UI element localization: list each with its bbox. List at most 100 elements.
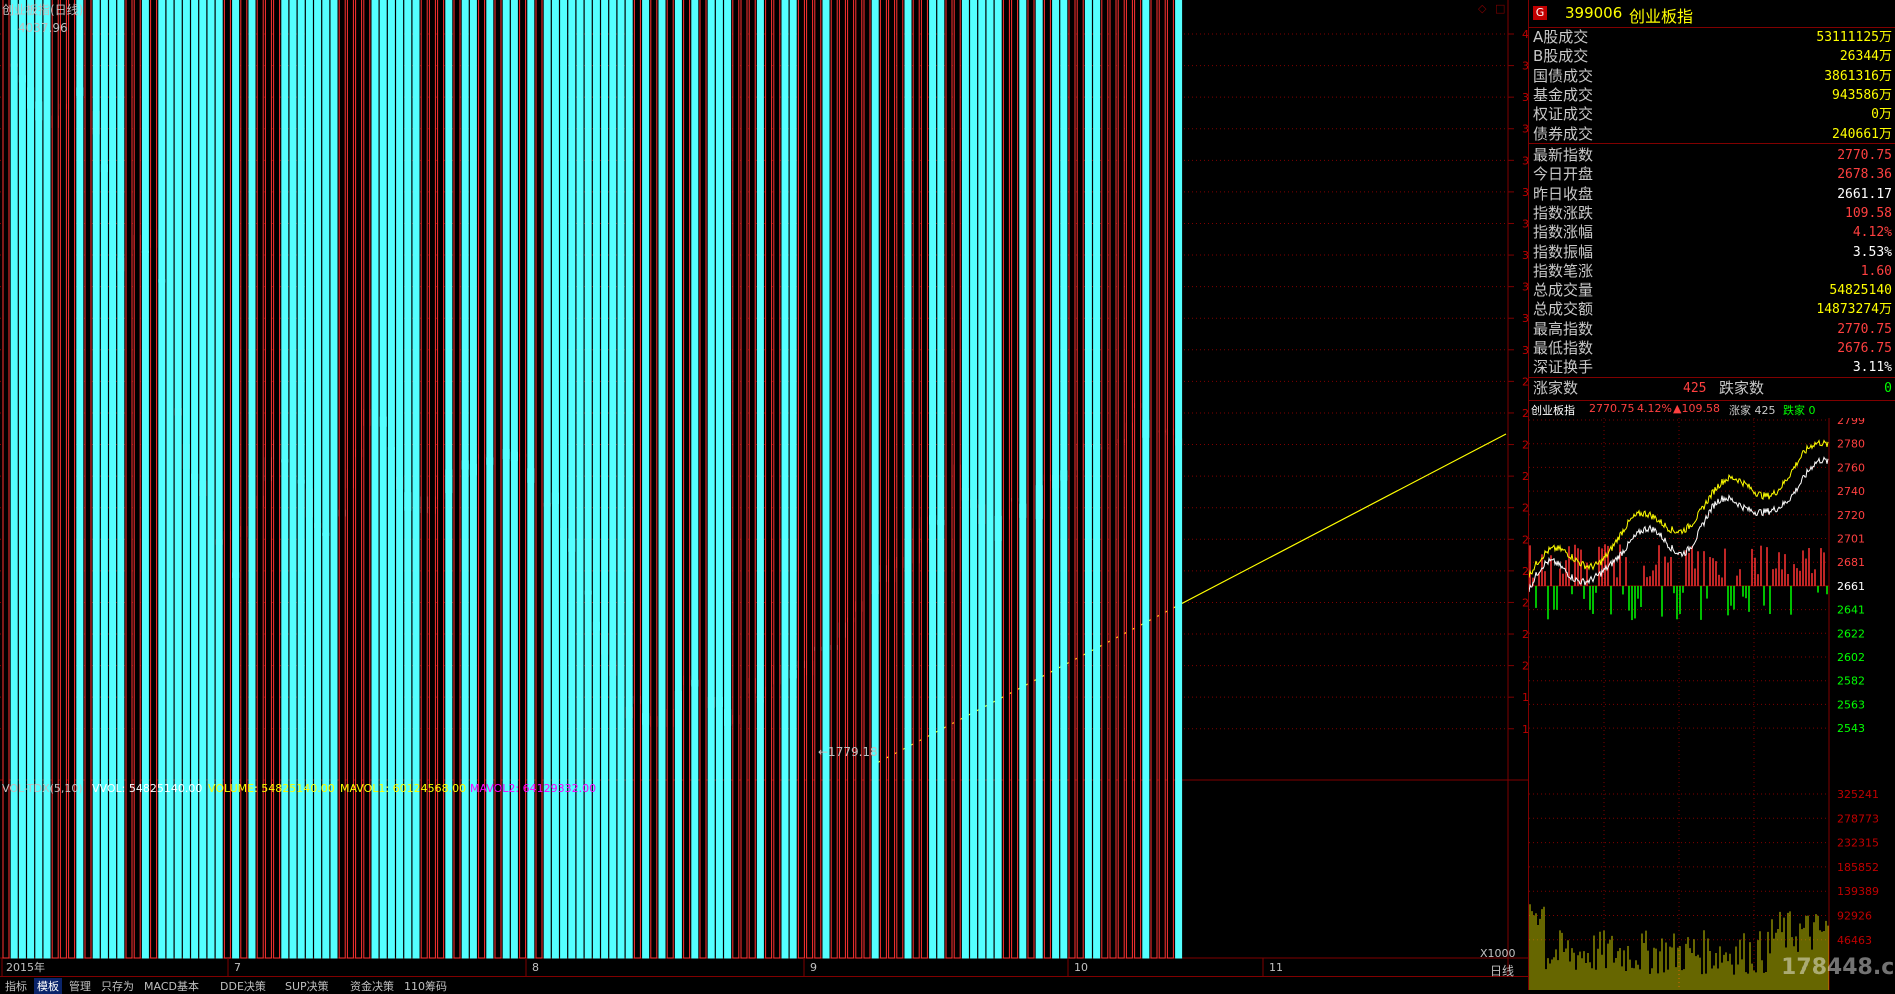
volume-bar [806, 0, 814, 959]
volume-bar [371, 0, 379, 959]
quote-panel: G 399006 创业板指 A股成交 53111125万 B股成交 26344万 国债成… [1528, 0, 1895, 990]
stat-value: 2678.36 [1837, 167, 1892, 183]
price-tick-label: 3800 [1522, 91, 1528, 104]
price-tick-label: 3900 [1522, 60, 1528, 73]
volume-bar [683, 0, 691, 959]
volume-bar [199, 0, 207, 959]
price-tick-label: 2100 [1522, 628, 1528, 641]
mini-price-label: 2661 [1837, 580, 1865, 593]
volume-bar [2, 0, 10, 959]
volume-bar [732, 0, 740, 959]
month-label: 7 [234, 961, 241, 974]
price-tick-label: 2000 [1522, 660, 1528, 673]
bottom-tab[interactable]: 指标 [5, 980, 27, 993]
volume-bar [314, 0, 322, 959]
month-label: 11 [1269, 961, 1283, 974]
volume-bar [396, 0, 404, 959]
stat-row: 深证换手 3.11% [1533, 358, 1892, 377]
price-tick-label: 1800 [1522, 723, 1528, 736]
stat-row: 指数涨跌 109.58 [1533, 204, 1892, 223]
intraday-chart[interactable]: 2799 2780 2760 2740 2720 2701 2681 2661 2641 2622… [1529, 418, 1895, 990]
stat-row: 最新指数 2770.75 [1533, 146, 1892, 165]
stat-value: 3.53% [1852, 244, 1892, 260]
volume-bar [650, 0, 658, 959]
volume-bar [1011, 0, 1019, 959]
bottom-tab[interactable]: DDE决策 [220, 980, 266, 993]
high-price-label: 4037.96 [18, 21, 68, 35]
mini-price-label: 2563 [1837, 698, 1865, 711]
bottom-tab[interactable]: MACD基本 [144, 980, 199, 993]
volume-bar [76, 0, 84, 959]
volume-bar [1060, 0, 1068, 959]
mini-price-label: 2602 [1837, 651, 1865, 664]
volume-bar [412, 0, 420, 959]
stat-value: 2661.17 [1837, 186, 1892, 202]
volume-bar [150, 0, 158, 959]
price-tick-label: 2500 [1522, 502, 1528, 515]
volume-bar [1166, 0, 1174, 959]
vol-unit: X1000 [1480, 947, 1516, 960]
stat-row: 权证成交 0万 [1533, 105, 1892, 124]
mini-pct: 4.12% [1637, 402, 1672, 415]
stat-label: B股成交 [1533, 47, 1589, 66]
volume-bar [215, 0, 223, 959]
price-tick-label: 2300 [1522, 565, 1528, 578]
stat-label: 指数笔涨 [1533, 261, 1594, 280]
bottom-tab[interactable]: 资金决策 [350, 980, 394, 993]
volume-bar [1052, 0, 1060, 959]
mini-chg: ▲109.58 [1673, 402, 1720, 415]
intraday-avg-line [1529, 439, 1829, 578]
stat-value: 2770.75 [1837, 148, 1892, 163]
volume-bar [896, 0, 904, 959]
volume-bar [765, 0, 773, 959]
stat-row: 指数振幅 3.53% [1533, 243, 1892, 262]
adv-label: 涨家数 [1533, 379, 1579, 397]
volume-bar [994, 0, 1002, 959]
volume-bar [879, 0, 887, 959]
volume-bar [560, 0, 568, 959]
settings-icon[interactable]: ◇ [1478, 2, 1487, 15]
stat-row: 国债成交 3861316万 [1533, 67, 1892, 86]
volume-bar [847, 0, 855, 959]
bottom-tab[interactable]: 管理 [69, 980, 91, 993]
volume-bar [18, 0, 26, 959]
stat-label: A股成交 [1533, 28, 1589, 46]
mini-volume-label: 325241 [1837, 788, 1879, 801]
price-tick-label: 2800 [1522, 407, 1528, 420]
bottom-tab[interactable]: SUP决策 [285, 980, 329, 993]
volume-bar [748, 0, 756, 959]
price-tick-label: 3300 [1522, 249, 1528, 262]
stat-row: 基金成交 943586万 [1533, 86, 1892, 105]
bottom-tab[interactable]: 110筹码 [404, 980, 447, 993]
volume-bar [674, 0, 682, 959]
bottom-tab[interactable]: 模板 [34, 978, 62, 994]
volume-bar [855, 0, 863, 959]
volume-bar [666, 0, 674, 959]
vol-indicator-name[interactable]: VOL-TDX(5,10) [2, 782, 83, 795]
volume-bar [502, 0, 510, 959]
volume-bar [568, 0, 576, 959]
volume-bar [633, 0, 641, 959]
volume-bar [494, 0, 502, 959]
mavol2-value: MAVOL2: 64129332.00 [470, 782, 597, 795]
mini-price-label: 2622 [1837, 627, 1865, 640]
volume-bar [10, 0, 18, 959]
mini-price-label: 2760 [1837, 461, 1865, 474]
mini-price-label: 2543 [1837, 722, 1865, 735]
stat-label: 债券成交 [1533, 124, 1594, 143]
period-label[interactable]: 日线 [1490, 964, 1515, 978]
volume-bar [1109, 0, 1117, 959]
price-tick-label: 2400 [1522, 533, 1528, 546]
stat-row: B股成交 26344万 [1533, 47, 1892, 66]
main-chart[interactable]: 4000 3900 3800 3700 3600 3500 3400 3300 3200 3100… [0, 0, 1528, 976]
volume-bar [363, 0, 371, 959]
volume-bar [338, 0, 346, 959]
volume-bar [822, 0, 830, 959]
volume-bar [1043, 0, 1051, 959]
close-icon[interactable]: □ [1495, 2, 1505, 15]
price-tick-label: 3400 [1522, 217, 1528, 230]
bottom-tab[interactable]: 只存为 [101, 980, 134, 993]
stat-label: 昨日收盘 [1533, 184, 1594, 203]
volume-bar [305, 0, 313, 959]
dec-value: 0 [1884, 381, 1892, 396]
